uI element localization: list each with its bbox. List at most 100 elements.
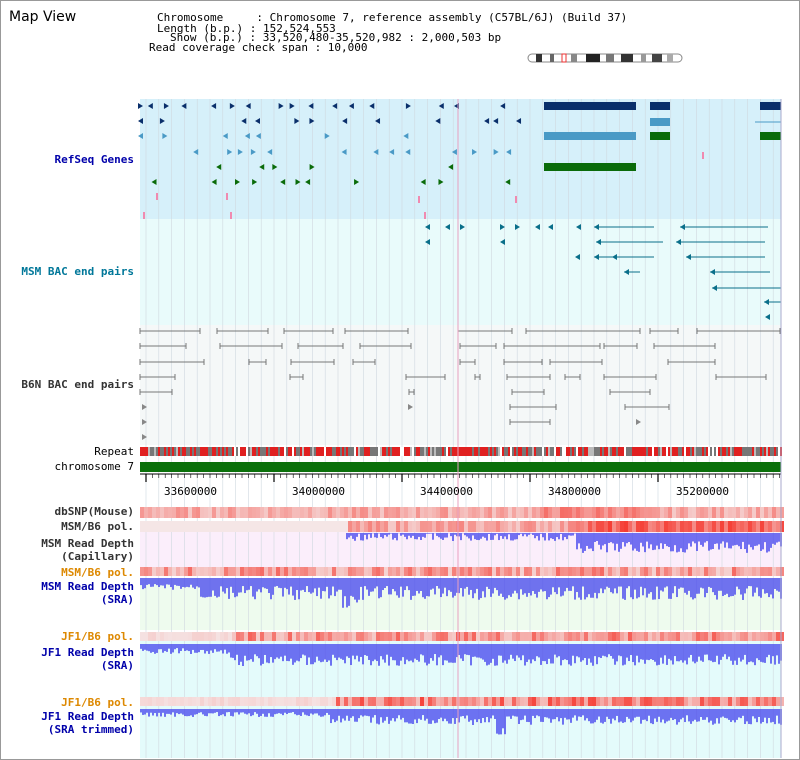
b6n-bac-label[interactable]: B6N BAC end pairs bbox=[21, 378, 134, 391]
refseq-genes-label[interactable]: RefSeq Genes bbox=[54, 153, 134, 166]
msm-b6-pol-cell bbox=[412, 521, 416, 532]
chromosome-ideogram[interactable] bbox=[526, 52, 686, 64]
msm-sra-depth-bar bbox=[550, 578, 552, 595]
jf1-sra-depth-bar bbox=[586, 644, 588, 665]
msm-sra-depth-bar bbox=[700, 578, 702, 588]
jf1-read-depth-trimmed-label[interactable]: JF1 Read Depth (SRA trimmed) bbox=[41, 710, 134, 736]
msm-bac-label[interactable]: MSM BAC end pairs bbox=[21, 265, 134, 278]
msm-sra-depth-bar bbox=[724, 578, 726, 595]
jf1-trimmed-depth-bar bbox=[394, 709, 396, 722]
jf1-b6-pol-label[interactable]: JF1/B6 pol. bbox=[61, 630, 134, 643]
jf1-sra-depth-bar bbox=[160, 644, 162, 650]
dbsnp-cell bbox=[168, 507, 172, 518]
dbsnp-cell bbox=[412, 507, 416, 518]
jf1-trimmed-depth-bar bbox=[432, 709, 434, 721]
jf1-trimmed-depth-bar bbox=[652, 709, 654, 725]
jf1-sra-depth-bar bbox=[312, 644, 314, 665]
msm-capillary-depth-bar bbox=[770, 533, 772, 548]
msm-bac-end-arrow bbox=[712, 285, 717, 291]
msm-sra-depth-bar bbox=[242, 578, 244, 587]
msm-sra-depth-bar bbox=[312, 578, 314, 593]
msm-sra-depth-bar bbox=[346, 578, 348, 608]
msm-b6-pol-cell bbox=[428, 567, 432, 576]
jf1-sra-depth-bar bbox=[626, 644, 628, 658]
jf1-sra-depth-bar bbox=[176, 644, 178, 649]
jf1-b6-pol-cell bbox=[744, 632, 748, 641]
msm-sra-depth-bar bbox=[488, 578, 490, 590]
msm-capillary-depth-bar bbox=[436, 533, 438, 536]
dbsnp-cell bbox=[708, 507, 712, 518]
dbsnp-cell bbox=[360, 507, 364, 518]
length-info: Length (b.p.) : 152,524,553 bbox=[157, 22, 336, 35]
jf1-b6-pol-cell bbox=[464, 632, 468, 641]
dbsnp-cell bbox=[608, 507, 612, 518]
msm-sra-depth-bar bbox=[552, 578, 554, 588]
jf1-b6-pol-cell bbox=[192, 697, 196, 706]
msm-capillary-depth-bar bbox=[696, 533, 698, 551]
msm-capillary-depth-bar bbox=[722, 533, 724, 542]
jf1-trimmed-depth-bar bbox=[524, 709, 526, 716]
jf1-trimmed-depth-bar bbox=[612, 709, 614, 719]
jf1-b6-pol-cell bbox=[664, 632, 668, 641]
repeat-segment bbox=[244, 447, 246, 456]
jf1-sra-depth-bar bbox=[486, 644, 488, 666]
dbsnp-cell bbox=[632, 507, 636, 518]
msm-b6-pol-cell bbox=[740, 521, 744, 532]
msm-capillary-depth-bar bbox=[390, 533, 392, 534]
jf1-b6-pol-cell bbox=[416, 697, 420, 706]
jf1-b6-pol-cell bbox=[152, 697, 156, 706]
refseq-gene-arrow bbox=[332, 103, 338, 109]
jf1-sra-depth-bar bbox=[674, 644, 676, 657]
msm-sra-depth-bar bbox=[168, 578, 170, 585]
jf1-sra-depth-bar bbox=[688, 644, 690, 658]
jf1-b6-pol-cell bbox=[348, 632, 352, 641]
jf1-sra-depth-bar bbox=[290, 644, 292, 659]
repeat-segment bbox=[208, 447, 210, 456]
jf1-b6-pol-cell bbox=[592, 697, 596, 706]
jf1-b6-pol-cell bbox=[512, 697, 516, 706]
msm-capillary-depth-bar bbox=[472, 533, 474, 536]
jf1-trimmed-depth-bar bbox=[582, 709, 584, 716]
msm-b6-pol-cell bbox=[564, 521, 568, 532]
dbsnp-cell bbox=[172, 507, 176, 518]
msm-b6-pol-cell bbox=[700, 521, 704, 532]
jf1-sra-depth-bar bbox=[418, 644, 420, 662]
jf1-trimmed-depth-bar bbox=[560, 709, 562, 719]
repeat-segment bbox=[402, 447, 404, 456]
msm-sra-depth-bar bbox=[476, 578, 478, 589]
jf1-sra-depth-bar bbox=[580, 644, 582, 662]
msm-read-depth-sra-label[interactable]: MSM Read Depth (SRA) bbox=[41, 580, 134, 606]
msm-b6-pol-cell bbox=[332, 567, 336, 576]
msm-b6-pol-cell bbox=[656, 567, 660, 576]
msm-sra-depth-bar bbox=[364, 578, 366, 587]
msm-b6-pol-cell bbox=[572, 521, 576, 532]
refseq-gene-arrow bbox=[451, 149, 457, 155]
jf1-trimmed-depth-bar bbox=[162, 709, 164, 713]
dbsnp-cell bbox=[668, 507, 672, 518]
dbsnp-label[interactable]: dbSNP(Mouse) bbox=[54, 505, 134, 518]
msm-b6-pol-label[interactable]: MSM/B6 pol. bbox=[61, 520, 134, 533]
msm-b6-pol-cell bbox=[272, 521, 276, 532]
msm-b6-pol-cell bbox=[216, 567, 220, 576]
repeat-segment bbox=[626, 447, 628, 456]
jf1-trimmed-depth-bar bbox=[716, 709, 718, 719]
jf1-trimmed-depth-bar bbox=[334, 709, 336, 723]
jf1-b6-pol-cell bbox=[652, 697, 656, 706]
msm-read-depth-capillary-label[interactable]: MSM Read Depth (Capillary) bbox=[41, 537, 134, 563]
msm-b6-pol-cell bbox=[148, 521, 152, 532]
msm-capillary-depth-bar bbox=[646, 533, 648, 542]
msm-b6-pol-cell bbox=[248, 567, 252, 576]
dbsnp-cell bbox=[472, 507, 476, 518]
msm-capillary-depth-bar bbox=[686, 533, 688, 550]
repeat-segment bbox=[604, 447, 606, 456]
msm-b6-pol-label-2[interactable]: MSM/B6 pol. bbox=[61, 566, 134, 579]
repeat-segment bbox=[670, 447, 672, 456]
jf1-b6-pol-label-2[interactable]: JF1/B6 pol. bbox=[61, 696, 134, 709]
jf1-b6-pol-cell bbox=[204, 632, 208, 641]
msm-sra-depth-bar bbox=[394, 578, 396, 592]
refseq-gene-arrow bbox=[305, 179, 311, 185]
msm-sra-depth-bar bbox=[306, 578, 308, 587]
jf1-read-depth-sra-label[interactable]: JF1 Read Depth (SRA) bbox=[41, 646, 134, 672]
jf1-trimmed-depth-bar bbox=[418, 709, 420, 719]
